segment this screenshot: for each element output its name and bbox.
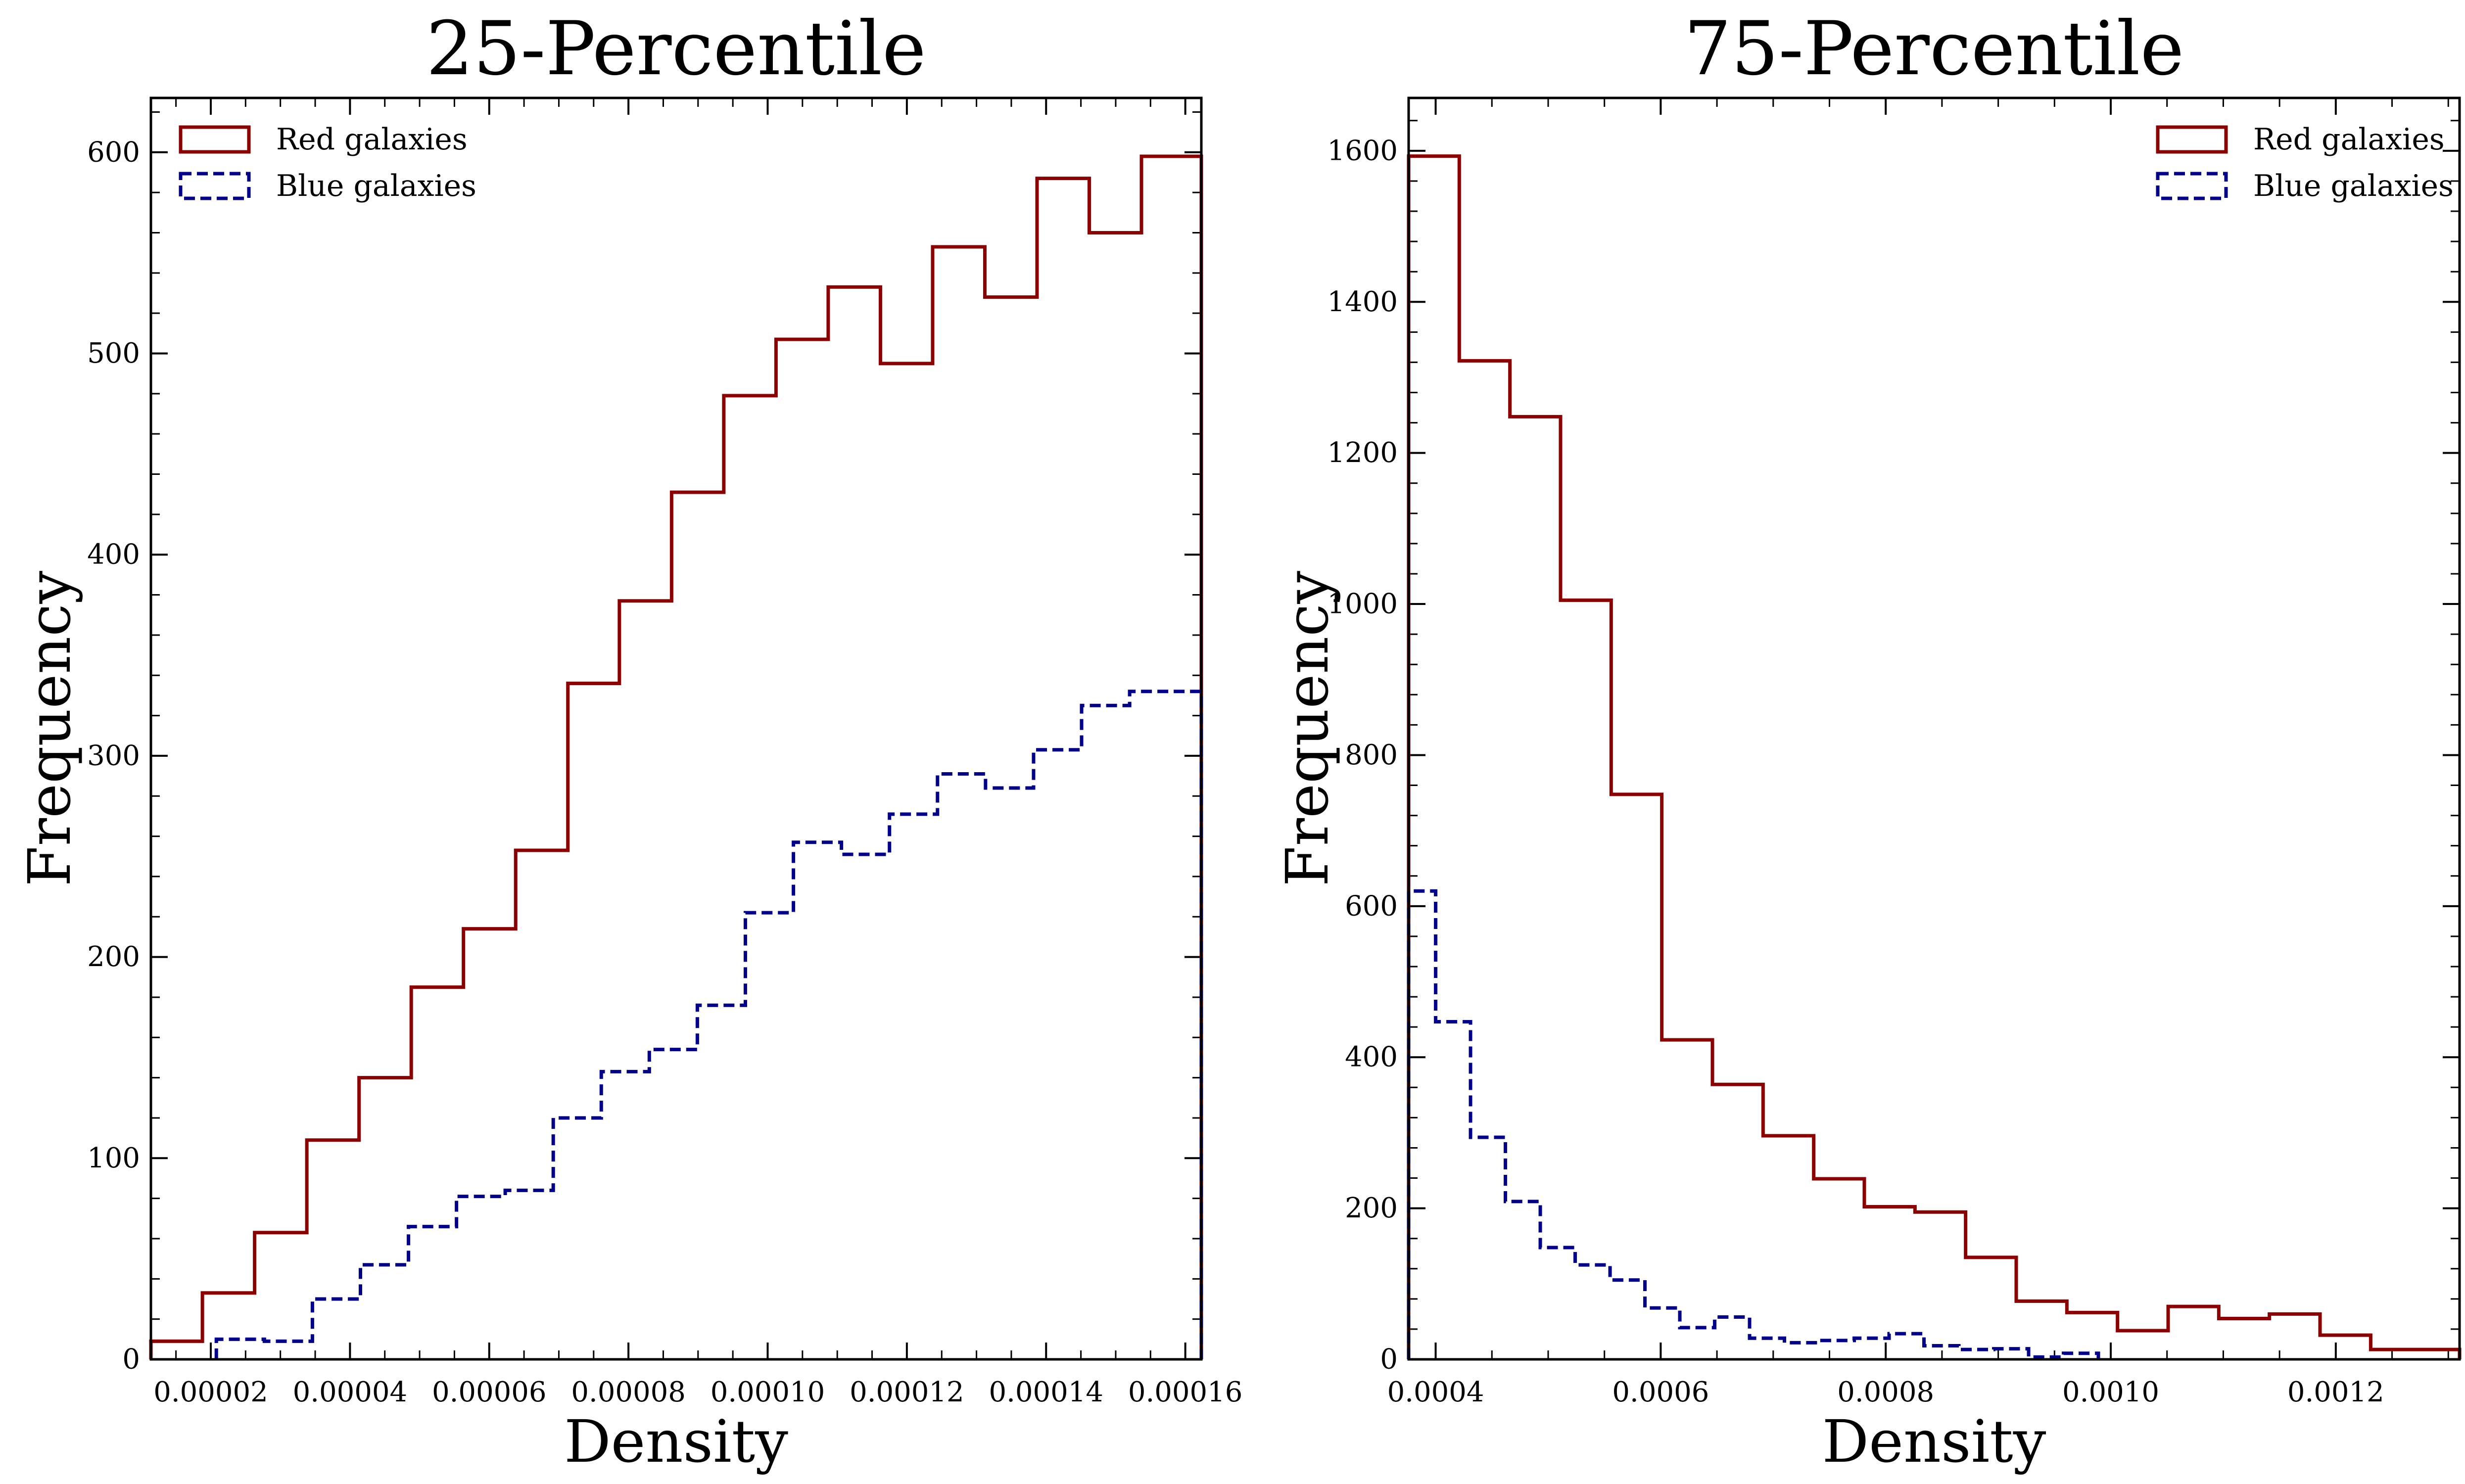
tick-marks: 0.00002 0.00004 0.00006 0.00008 0.00010 0.000… (87, 98, 1242, 1408)
legend: Red galaxies Blue galaxies (2156, 122, 2454, 203)
panel-25-percentile: 25-Percentile Density Frequency 0.00002 0… (15, 6, 1242, 1476)
y-tick-label: 400 (1345, 1041, 1398, 1073)
legend-label-red-galaxies: Red galaxies (276, 122, 468, 157)
red-galaxies-histogram (149, 154, 1203, 1359)
y-tick-label: 200 (87, 941, 140, 973)
x-tick-label: 0.00002 (153, 1376, 268, 1408)
y-tick-label: 400 (87, 539, 140, 571)
x-tick-label: 0.00014 (989, 1376, 1103, 1408)
x-tick-label: 0.00006 (432, 1376, 547, 1408)
plot-frame (149, 96, 1203, 1361)
blue-galaxies-histogram (1407, 889, 2100, 1359)
chart-title: 25-Percentile (426, 6, 926, 92)
y-tick-label: 600 (87, 136, 140, 168)
x-axis-label: Density (1822, 1407, 2046, 1476)
y-tick-label: 100 (87, 1142, 140, 1174)
histogram-series (149, 154, 1203, 1359)
plot-frame (1407, 96, 2461, 1361)
x-tick-label: 0.0006 (1612, 1376, 1709, 1408)
y-tick-label: 500 (87, 337, 140, 370)
y-tick-label: 1000 (1327, 588, 1398, 620)
x-tick-label: 0.0012 (2287, 1376, 2384, 1408)
y-tick-label: 0 (1380, 1344, 1398, 1376)
legend-swatch-red-galaxies (2156, 125, 2228, 154)
x-axis-label: Density (564, 1407, 788, 1476)
legend-swatch-blue-galaxies (2156, 172, 2228, 200)
y-axis-label: Frequency (1273, 571, 1341, 887)
y-tick-label: 800 (1345, 739, 1398, 771)
y-tick-label: 1600 (1327, 135, 1398, 167)
legend-swatch-blue-galaxies (179, 172, 251, 200)
y-tick-label: 200 (1345, 1192, 1398, 1224)
tick-marks: 0.0004 0.0006 0.0008 0.0010 0.0012 0 200 400 600… (1327, 98, 2460, 1408)
y-tick-label: 1200 (1327, 437, 1398, 469)
x-tick-label: 0.00004 (293, 1376, 408, 1408)
x-tick-label: 0.0010 (2062, 1376, 2159, 1408)
y-tick-label: 600 (1345, 890, 1398, 922)
y-tick-label: 1400 (1327, 286, 1398, 318)
y-axis-label: Frequency (15, 571, 84, 887)
histogram-series (1407, 154, 2462, 1359)
x-tick-label: 0.00012 (850, 1376, 964, 1408)
legend-swatch-red-galaxies (179, 125, 251, 154)
x-tick-label: 0.00008 (571, 1376, 686, 1408)
y-tick-label: 0 (122, 1344, 140, 1376)
x-tick-label: 0.0004 (1387, 1376, 1484, 1408)
legend-label-blue-galaxies: Blue galaxies (2253, 169, 2454, 203)
legend: Red galaxies Blue galaxies (179, 122, 476, 203)
y-tick-label: 300 (87, 740, 140, 772)
x-tick-label: 0.0008 (1837, 1376, 1934, 1408)
x-tick-label: 0.00010 (711, 1376, 825, 1408)
red-galaxies-histogram (1407, 154, 2462, 1359)
legend-label-red-galaxies: Red galaxies (2253, 122, 2445, 157)
legend-label-blue-galaxies: Blue galaxies (276, 169, 476, 203)
chart-title: 75-Percentile (1684, 6, 2184, 92)
blue-galaxies-histogram (214, 690, 1203, 1359)
x-tick-label: 0.00016 (1128, 1376, 1243, 1408)
panel-75-percentile: 75-Percentile Density Frequency 0.0004 0.… (1273, 6, 2462, 1476)
